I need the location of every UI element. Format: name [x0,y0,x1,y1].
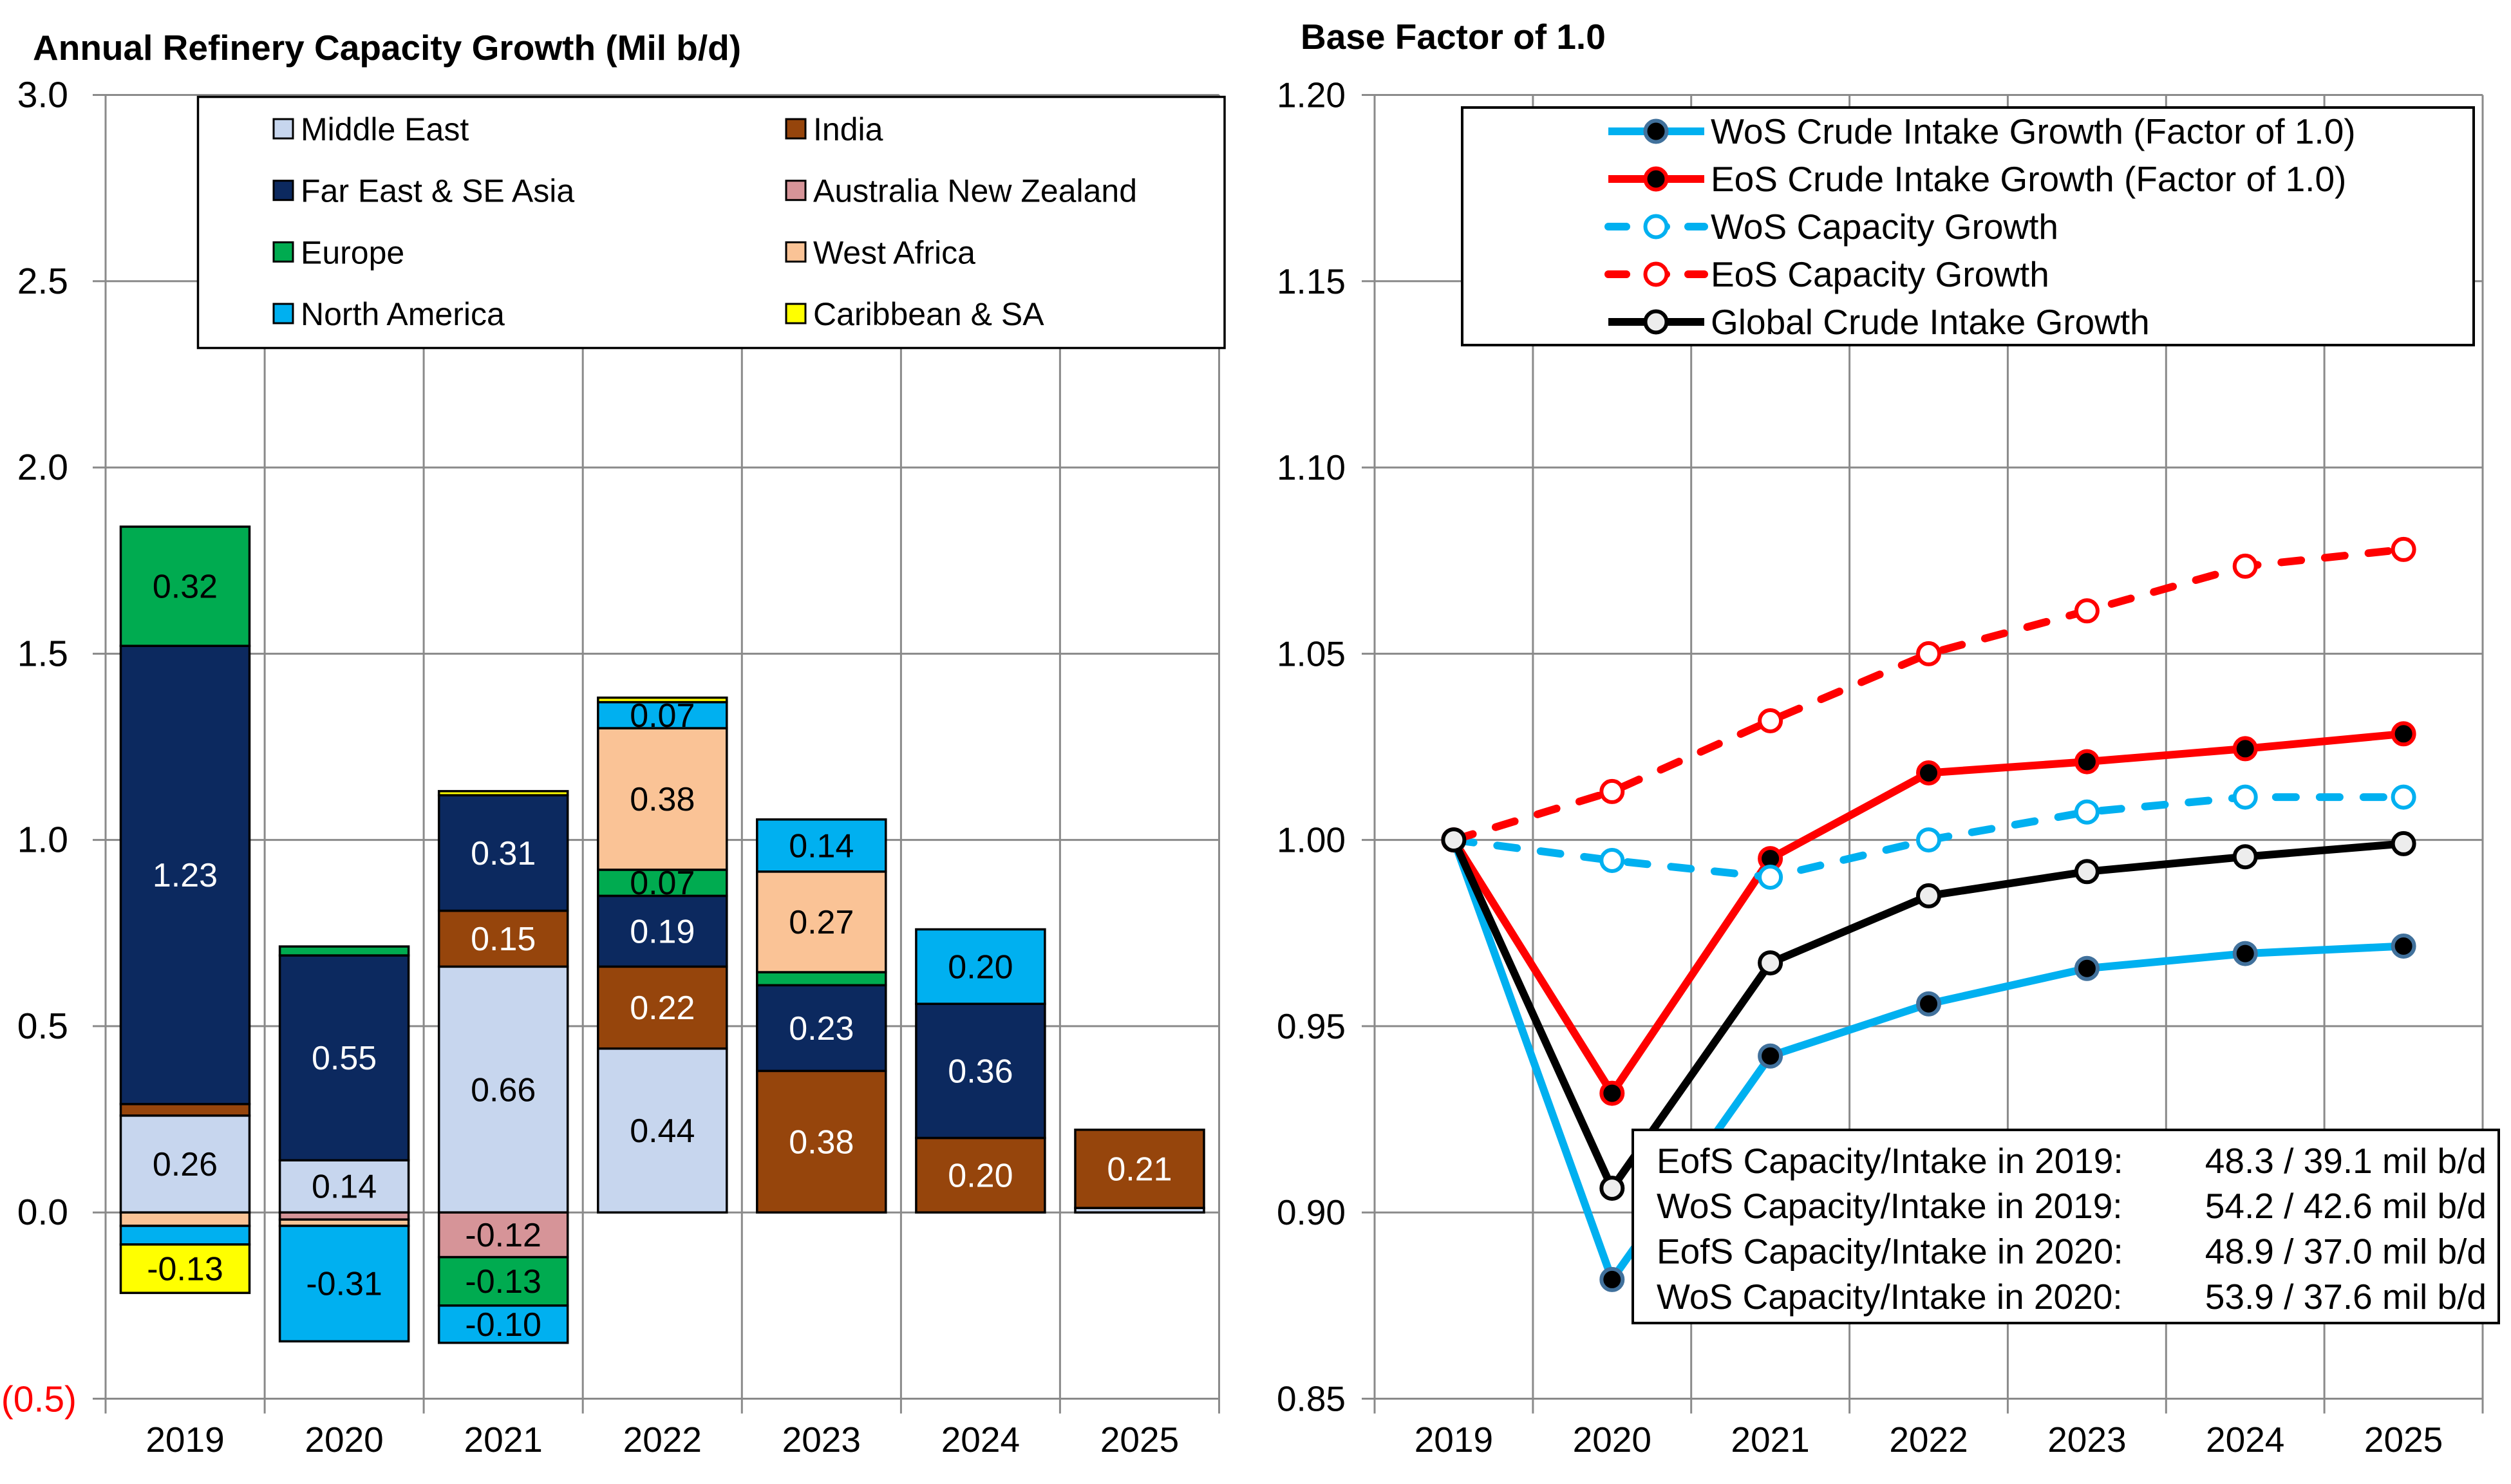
svg-text:WoS Capacity/Intake in 2020:: WoS Capacity/Intake in 2020: [1657,1277,2123,1317]
svg-text:Far East & SE Asia: Far East & SE Asia [301,173,574,209]
svg-text:0.14: 0.14 [789,827,854,865]
svg-text:1.05: 1.05 [1277,634,1346,673]
svg-text:1.00: 1.00 [1277,820,1346,860]
svg-text:1.15: 1.15 [1277,261,1346,301]
svg-text:2022: 2022 [1889,1420,1968,1460]
svg-text:Europe: Europe [301,234,404,270]
svg-text:48.9 / 37.0 mil b/d: 48.9 / 37.0 mil b/d [2205,1232,2487,1272]
svg-text:2023: 2023 [2047,1420,2126,1460]
svg-text:EoS Capacity Growth: EoS Capacity Growth [1711,254,2049,294]
svg-text:-0.13: -0.13 [147,1251,223,1288]
svg-text:2025: 2025 [2364,1420,2443,1460]
svg-text:WoS Capacity Growth: WoS Capacity Growth [1711,207,2058,247]
svg-text:48.3 / 39.1 mil b/d: 48.3 / 39.1 mil b/d [2205,1141,2487,1181]
svg-text:0.23: 0.23 [789,1010,854,1047]
svg-text:2020: 2020 [1573,1420,1651,1460]
svg-text:2022: 2022 [623,1420,702,1460]
svg-text:0.20: 0.20 [948,1157,1013,1194]
svg-text:0.19: 0.19 [630,913,695,950]
svg-text:-0.10: -0.10 [465,1306,541,1344]
svg-text:West Africa: West Africa [813,234,975,270]
svg-text:North America: North America [301,296,505,332]
svg-text:WoS Capacity/Intake in 2019:: WoS Capacity/Intake in 2019: [1657,1186,2123,1226]
svg-text:2024: 2024 [2206,1420,2284,1460]
svg-text:(0.5): (0.5) [1,1379,77,1420]
svg-text:2019: 2019 [146,1420,224,1460]
svg-text:2.0: 2.0 [17,447,68,488]
svg-text:0.38: 0.38 [789,1123,854,1161]
svg-text:Global Crude Intake Growth: Global Crude Intake Growth [1711,302,2150,342]
svg-text:0.26: 0.26 [153,1146,218,1183]
svg-text:Australia New Zealand: Australia New Zealand [813,173,1137,209]
svg-text:0.36: 0.36 [948,1053,1013,1090]
svg-text:0.21: 0.21 [1107,1151,1172,1188]
svg-text:2025: 2025 [1100,1420,1179,1460]
svg-text:2021: 2021 [464,1420,543,1460]
svg-text:0.15: 0.15 [471,921,536,958]
svg-text:53.9 / 37.6 mil b/d: 53.9 / 37.6 mil b/d [2205,1277,2487,1317]
svg-text:0.07: 0.07 [630,697,695,735]
svg-text:0.0: 0.0 [17,1192,68,1233]
svg-text:0.38: 0.38 [630,781,695,818]
svg-text:0.14: 0.14 [312,1169,377,1206]
svg-text:EofS Capacity/Intake in 2020:: EofS Capacity/Intake in 2020: [1657,1232,2123,1272]
svg-text:1.20: 1.20 [1277,75,1346,115]
svg-text:0.27: 0.27 [789,904,854,941]
svg-text:Annual Refinery Capacity Growt: Annual Refinery Capacity Growth (Mil b/d… [33,28,741,68]
svg-text:0.32: 0.32 [153,568,218,606]
svg-text:Base Factor of 1.0: Base Factor of 1.0 [1301,17,1606,57]
svg-text:2023: 2023 [782,1420,861,1460]
svg-text:0.55: 0.55 [312,1040,377,1077]
svg-text:2024: 2024 [941,1420,1020,1460]
svg-text:2.5: 2.5 [17,261,68,302]
svg-text:0.22: 0.22 [630,990,695,1027]
svg-text:0.90: 0.90 [1277,1192,1346,1232]
svg-text:-0.12: -0.12 [465,1217,541,1254]
svg-text:EoS Crude Intake Growth (Facto: EoS Crude Intake Growth (Factor of 1.0) [1711,159,2346,199]
svg-text:Middle East: Middle East [301,111,469,147]
svg-text:2019: 2019 [1415,1420,1493,1460]
svg-text:EofS Capacity/Intake in 2019:: EofS Capacity/Intake in 2019: [1657,1141,2123,1181]
svg-text:3.0: 3.0 [17,75,68,116]
svg-text:-0.13: -0.13 [465,1263,541,1301]
svg-text:1.10: 1.10 [1277,447,1346,487]
svg-text:0.95: 0.95 [1277,1006,1346,1046]
svg-text:0.66: 0.66 [471,1071,536,1109]
svg-text:1.0: 1.0 [17,820,68,861]
svg-text:0.20: 0.20 [948,948,1013,986]
svg-text:India: India [813,111,883,147]
svg-text:0.5: 0.5 [17,1006,68,1047]
svg-text:Caribbean & SA: Caribbean & SA [813,296,1044,332]
svg-text:0.07: 0.07 [630,865,695,902]
svg-text:1.23: 1.23 [153,857,218,894]
svg-text:1.5: 1.5 [17,633,68,674]
svg-text:0.85: 0.85 [1277,1379,1346,1419]
svg-text:0.31: 0.31 [471,835,536,872]
svg-text:WoS Crude Intake Growth (Facto: WoS Crude Intake Growth (Factor of 1.0) [1711,111,2356,151]
svg-text:2020: 2020 [305,1420,383,1460]
svg-text:54.2 / 42.6 mil b/d: 54.2 / 42.6 mil b/d [2205,1186,2487,1226]
svg-text:2021: 2021 [1731,1420,1809,1460]
svg-text:0.44: 0.44 [630,1113,695,1150]
svg-text:-0.31: -0.31 [306,1266,382,1303]
